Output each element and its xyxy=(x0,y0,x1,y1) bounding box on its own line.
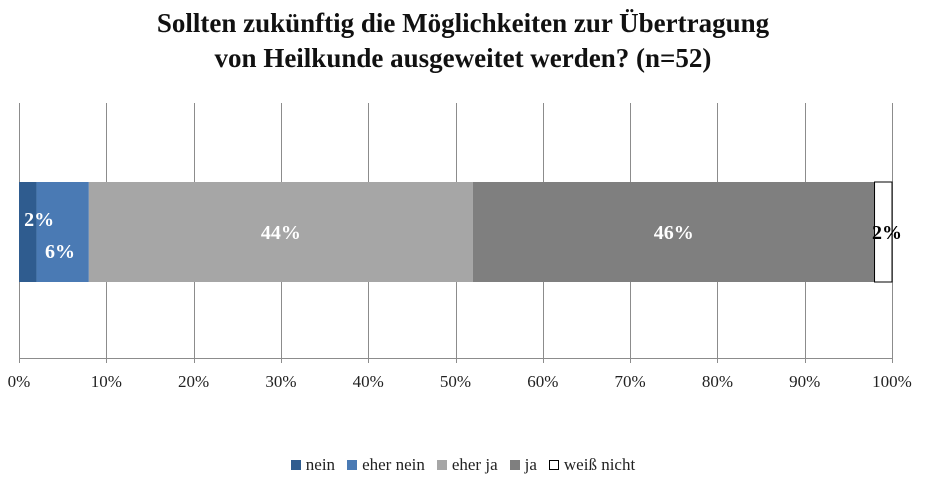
bar-segment-nein xyxy=(19,182,37,282)
bar-segment-eher-nein xyxy=(36,182,89,282)
legend-swatch xyxy=(347,460,358,470)
legend-item: ja xyxy=(509,455,537,475)
legend-label: nein xyxy=(305,455,336,474)
bar-segment-wei-nicht xyxy=(874,181,893,283)
stacked-bar-chart: 0% 10% 20% 30% 40% 50% 60% 70% 80% 90% 100% 2% 6% 44%… xyxy=(8,103,912,391)
chart-title-line-1: Sollten zukünftig die Möglichkeiten zur … xyxy=(156,8,770,38)
data-label-eher-nein: 6% xyxy=(45,241,75,263)
legend-label: eher ja xyxy=(451,455,498,474)
x-tick-label-3: 30% xyxy=(265,372,296,391)
data-label-ja: 46% xyxy=(654,222,694,244)
legend-swatch xyxy=(548,460,559,470)
legend-item: nein xyxy=(290,455,336,475)
legend-item: weiß nicht xyxy=(548,455,636,475)
legend-item: eher ja xyxy=(436,455,498,475)
x-tick-label-8: 80% xyxy=(702,372,733,391)
x-tick-label-0: 0% xyxy=(8,372,31,391)
data-label-nein: 2% xyxy=(24,209,54,231)
x-tick-label-1: 10% xyxy=(91,372,122,391)
legend-label: eher nein xyxy=(362,455,425,474)
x-tick-label-9: 90% xyxy=(789,372,820,391)
x-tick-label-10: 100% xyxy=(872,372,912,391)
x-tick-label-4: 40% xyxy=(353,372,384,391)
bar-segment-ja xyxy=(472,182,875,282)
chart-title: Sollten zukünftig die Möglichkeiten zur … xyxy=(0,6,926,76)
legend-label: ja xyxy=(524,455,537,474)
legend-swatch xyxy=(290,460,301,470)
x-tick-label-2: 20% xyxy=(178,372,209,391)
data-label-eher-ja: 44% xyxy=(261,222,301,244)
legend-label: weiß nicht xyxy=(563,455,636,474)
data-label-wei-nicht: 2% xyxy=(872,222,902,244)
x-tick-label-5: 50% xyxy=(440,372,471,391)
legend-item: eher nein xyxy=(347,455,425,475)
legend-swatch xyxy=(436,460,447,470)
bar-segment-eher-ja xyxy=(88,182,473,282)
chart-title-line-2: von Heilkunde ausgeweitet werden? (n=52) xyxy=(214,43,712,73)
chart-legend: nein eher nein eher ja ja weiß nicht xyxy=(0,455,926,475)
x-tick-label-7: 70% xyxy=(615,372,646,391)
legend-swatch xyxy=(509,460,520,470)
x-tick-label-6: 60% xyxy=(527,372,558,391)
